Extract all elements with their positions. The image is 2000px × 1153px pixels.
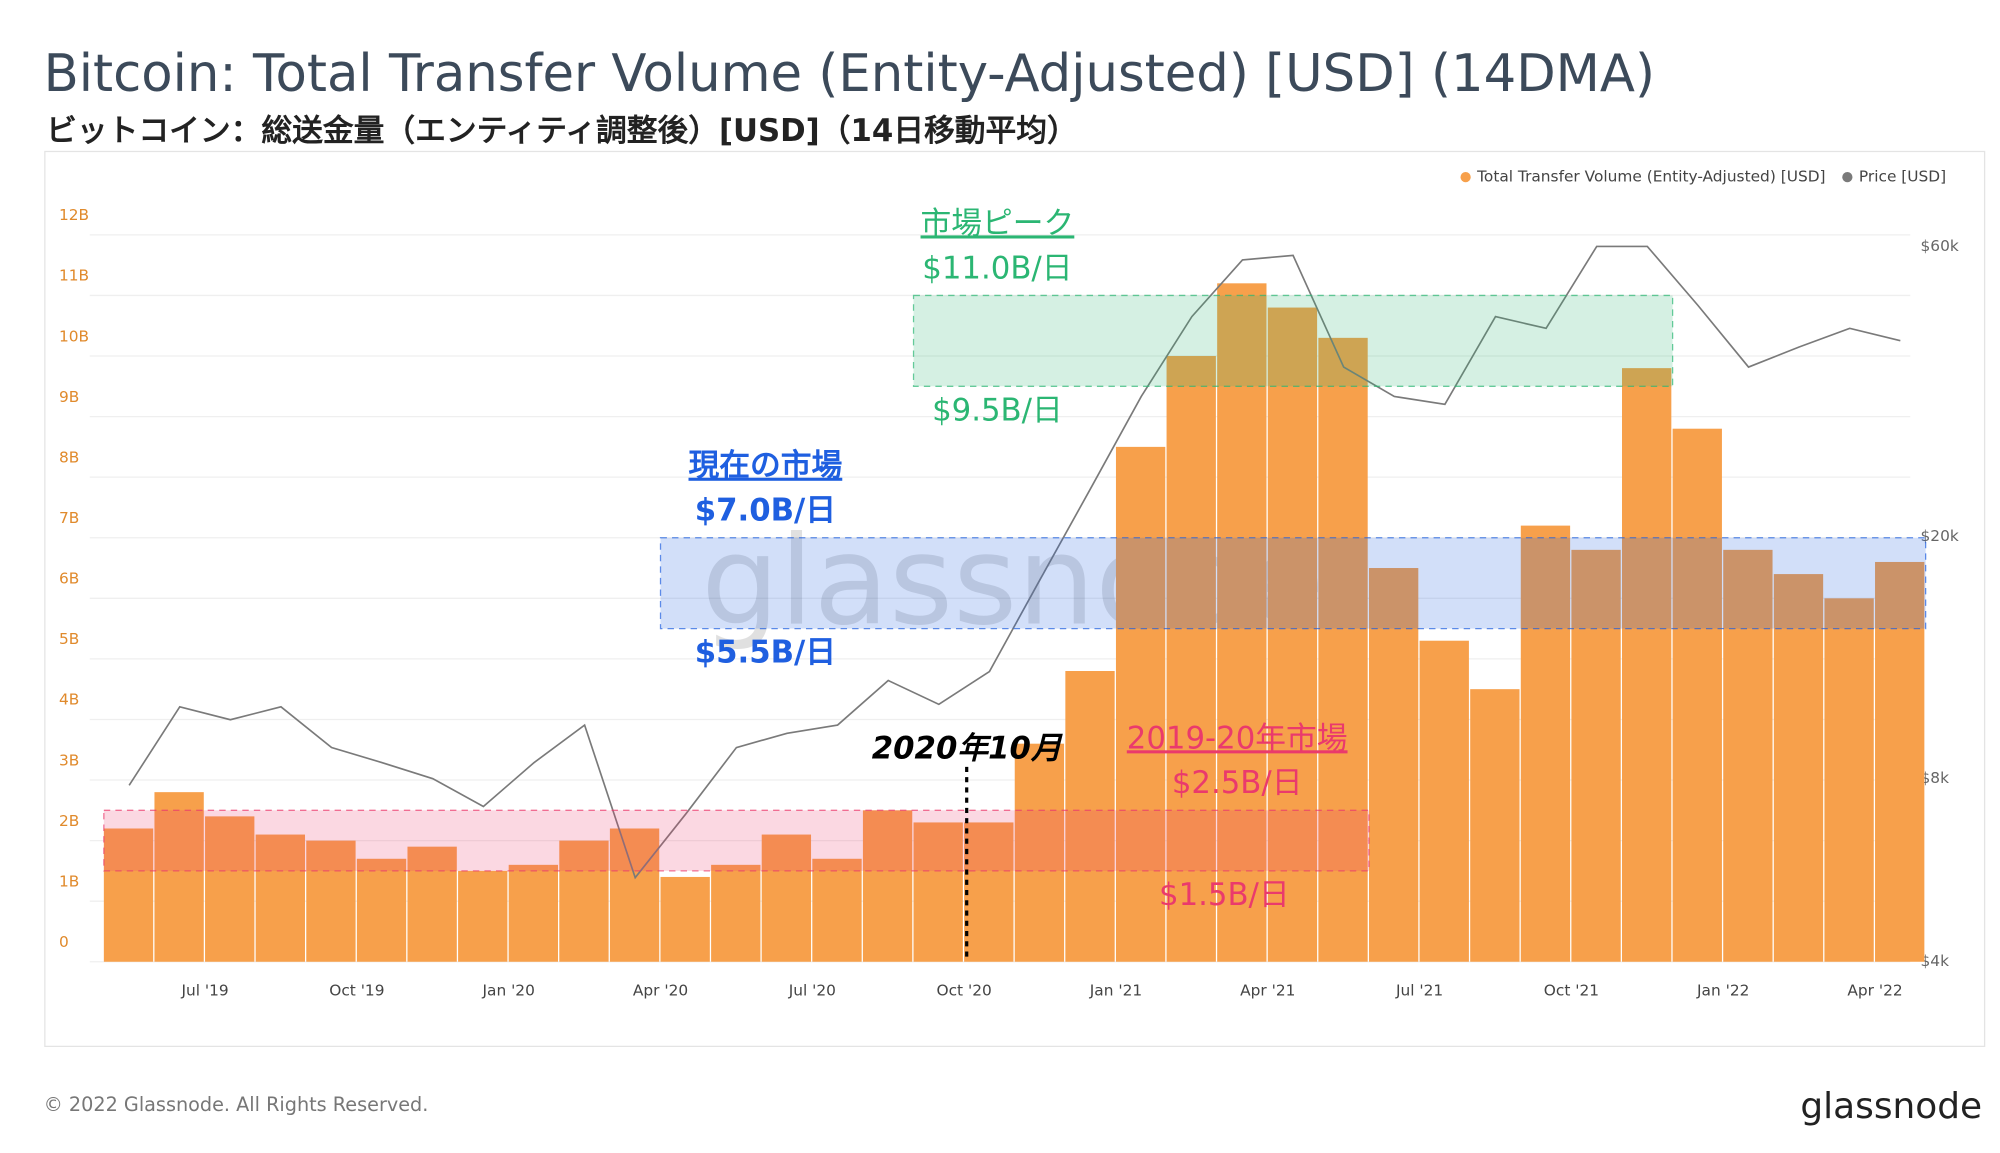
chart-frame (44, 150, 1986, 1048)
bar (306, 840, 356, 962)
x-tick-label: Jan '21 (1089, 982, 1142, 1000)
x-tick-label: Jul '21 (1395, 982, 1443, 1000)
bar (205, 816, 255, 962)
x-tick-label: Oct '20 (937, 982, 992, 1000)
y-tick-label: 11B (59, 267, 89, 285)
bar (154, 792, 204, 962)
y-tick-label: 6B (59, 570, 79, 588)
y-tick-label: 9B (59, 388, 79, 406)
bar (1115, 446, 1166, 962)
x-tick-label: Oct '21 (1544, 982, 1599, 1000)
bar (458, 870, 508, 962)
y-tick-label: 8B (59, 448, 79, 466)
bar (1267, 307, 1318, 962)
bar (1470, 689, 1520, 962)
x-tick-label: Apr '21 (1240, 982, 1295, 1000)
bar (407, 846, 457, 962)
band-low-label: $1.5B/日 (1159, 877, 1290, 913)
bar (1672, 428, 1722, 962)
footer: © 2022 Glassnode. All Rights Reserved. (44, 1093, 429, 1116)
y-tick-label: 12B (59, 206, 89, 224)
bar (103, 828, 154, 962)
bar (964, 822, 1014, 962)
bar (711, 864, 761, 962)
annotation-label: 2020年10月 (872, 731, 1063, 767)
x-tick-label: Oct '19 (329, 982, 384, 1000)
bar (255, 834, 305, 962)
y-tick-label: 2B (59, 812, 79, 830)
band-low-label: $5.5B/日 (695, 635, 836, 671)
legend-swatch (1842, 172, 1853, 183)
bar (1773, 574, 1824, 962)
logo: glassnode (1800, 1086, 1982, 1127)
band (103, 809, 1370, 872)
y-tick-label: 5B (59, 630, 79, 648)
band-high-label: $7.0B/日 (695, 493, 836, 529)
legend-swatch (1460, 172, 1471, 183)
bar (1318, 337, 1368, 962)
bar (1166, 356, 1216, 962)
bar (812, 858, 862, 962)
bar (1824, 598, 1874, 962)
legend-label: Total Transfer Volume (Entity-Adjusted) … (1476, 168, 1825, 186)
x-tick-label: Jul '19 (180, 982, 228, 1000)
band-high-label: $11.0B/日 (922, 250, 1072, 286)
y-tick-label: 4B (59, 691, 79, 709)
y-tick-label: 10B (59, 327, 89, 345)
y-tick-label: 1B (59, 872, 79, 890)
y2-tick-label: $8k (1921, 769, 1950, 787)
bar (1520, 525, 1571, 962)
bar (862, 810, 913, 962)
bar (1014, 743, 1065, 962)
y-tick-label: 0 (59, 933, 69, 951)
bar (1217, 283, 1267, 962)
bar (913, 822, 963, 962)
band (912, 294, 1674, 387)
bar (1368, 568, 1419, 962)
band-title: 市場ピーク (921, 205, 1075, 241)
bar (1065, 670, 1115, 962)
y2-tick-label: $4k (1921, 952, 1950, 970)
bar (660, 876, 710, 962)
x-tick-label: Apr '20 (633, 982, 688, 1000)
bar (609, 828, 660, 962)
bar (1622, 368, 1672, 962)
y2-tick-label: $60k (1921, 237, 1959, 255)
band-high-label: $2.5B/日 (1172, 765, 1303, 801)
bar (1723, 549, 1773, 962)
bar (1419, 640, 1469, 962)
x-tick-label: Jan '20 (481, 982, 534, 1000)
bar (761, 834, 812, 962)
band-title: 現在の市場 (689, 448, 843, 484)
band (659, 537, 1927, 630)
band-title: 2019-20年市場 (1127, 720, 1348, 756)
bar (559, 840, 609, 962)
x-tick-label: Jul '20 (788, 982, 836, 1000)
chart-title: Bitcoin: Total Transfer Volume (Entity-A… (44, 44, 1655, 104)
bar (356, 858, 407, 962)
bar (508, 864, 559, 962)
band-low-label: $9.5B/日 (932, 392, 1063, 428)
chart-subtitle: ビットコイン：総送金量（エンティティ調整後）[USD]（14日移動平均） (46, 113, 1078, 149)
x-tick-label: Jan '22 (1696, 982, 1749, 1000)
y-tick-label: 7B (59, 509, 79, 527)
price-line (128, 245, 1901, 880)
bar (1571, 549, 1621, 962)
y-tick-label: 3B (59, 751, 79, 769)
x-tick-label: Apr '22 (1847, 982, 1902, 1000)
y2-tick-label: $20k (1921, 527, 1959, 545)
legend-label: Price [USD] (1859, 168, 1946, 186)
